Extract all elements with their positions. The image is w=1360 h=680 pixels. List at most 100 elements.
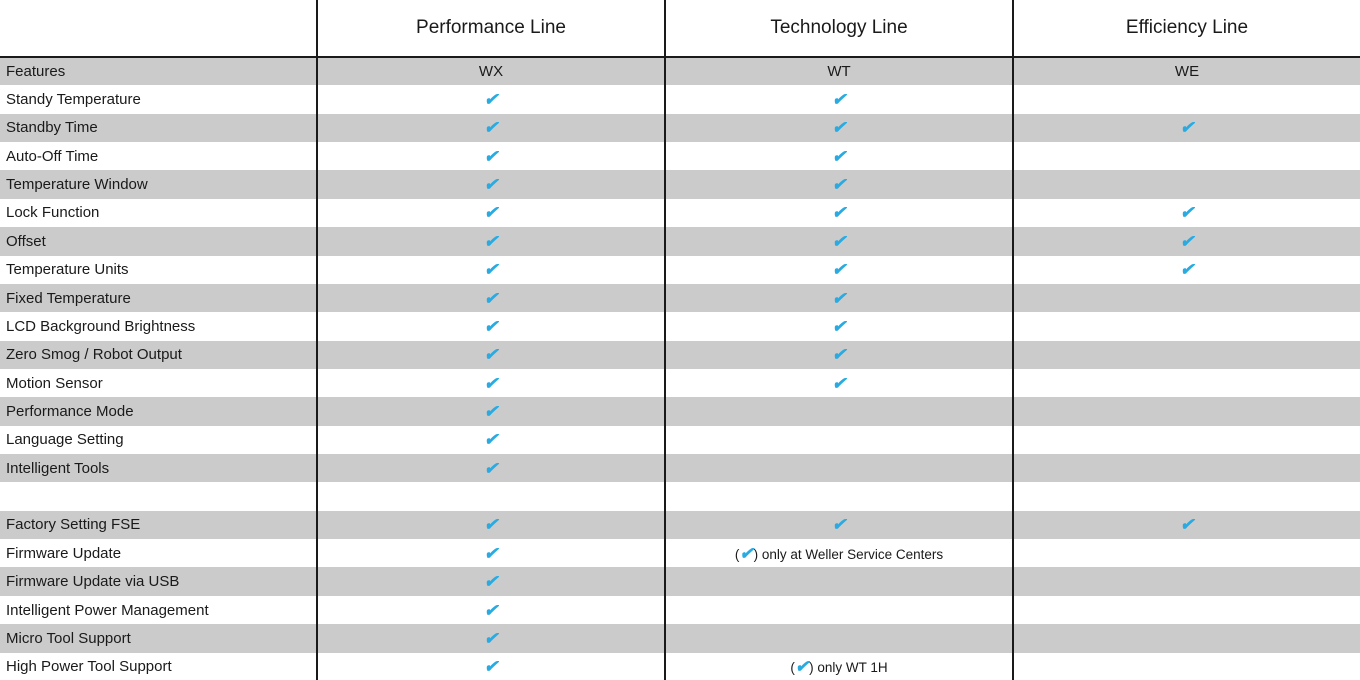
check-icon: ✔ bbox=[1179, 231, 1195, 251]
feature-value-cell bbox=[1012, 170, 1360, 199]
check-icon: ✔ bbox=[483, 175, 499, 195]
feature-label: Temperature Window bbox=[6, 176, 148, 194]
feature-value-cell bbox=[1012, 539, 1360, 568]
feature-label: Lock Function bbox=[6, 204, 100, 222]
table-row: Intelligent Power Management ✔ bbox=[0, 595, 1360, 625]
feature-value-cell bbox=[1012, 85, 1360, 114]
feature-value-cell bbox=[1012, 425, 1360, 455]
product-line-header-row: Performance Line Technology Line Efficie… bbox=[0, 0, 1360, 58]
table-row: Intelligent Tools ✔ bbox=[0, 454, 1360, 483]
feature-value-cell: ✔ bbox=[316, 652, 665, 680]
check-icon: ✔ bbox=[483, 572, 499, 592]
feature-value-cell bbox=[664, 454, 1013, 483]
feature-value-cell: ✔ bbox=[316, 340, 665, 369]
feature-value-cell bbox=[664, 595, 1013, 625]
feature-value-cell: ✔ bbox=[316, 312, 665, 341]
feature-value-cell: ✔ bbox=[316, 624, 665, 653]
check-icon: ✔ bbox=[739, 543, 754, 563]
feature-value-cell bbox=[1012, 368, 1360, 398]
table-row: Factory Setting FSE ✔ ✔ ✔ bbox=[0, 510, 1360, 540]
check-icon: ✔ bbox=[1179, 118, 1195, 138]
check-icon: ✔ bbox=[483, 373, 499, 393]
check-icon: ✔ bbox=[831, 288, 847, 308]
check-icon: ✔ bbox=[483, 628, 499, 648]
table-row: Firmware Update ✔ (✔) only at Weller Servi… bbox=[0, 539, 1360, 568]
table-header: Performance Line Technology Line Efficie… bbox=[0, 0, 1360, 58]
feature-value-cell: ✔ bbox=[664, 113, 1013, 143]
feature-value-cell: ✔ bbox=[316, 198, 665, 228]
check-icon: ✔ bbox=[831, 175, 847, 195]
check-icon: ✔ bbox=[483, 90, 499, 110]
note-paren-close: ) bbox=[809, 660, 818, 676]
table-row: Language Setting ✔ bbox=[0, 425, 1360, 455]
table-row: Firmware Update via USB ✔ bbox=[0, 567, 1360, 596]
feature-value-cell bbox=[1012, 567, 1360, 596]
table-row: Standby Time ✔ ✔ ✔ bbox=[0, 113, 1360, 143]
feature-value-cell bbox=[664, 624, 1013, 653]
feature-value-cell: ✔ bbox=[1012, 113, 1360, 143]
feature-value-cell: ✔ bbox=[316, 397, 665, 426]
feature-value-cell: ✔ bbox=[316, 454, 665, 483]
table-row: High Power Tool Support ✔ (✔) only WT 1H bbox=[0, 652, 1360, 680]
feature-value-cell bbox=[1012, 454, 1360, 483]
feature-value-cell bbox=[1012, 340, 1360, 369]
check-icon: ✔ bbox=[831, 203, 847, 223]
feature-value-cell bbox=[664, 567, 1013, 596]
table-row: Fixed Temperature ✔ ✔ bbox=[0, 283, 1360, 313]
feature-label: Factory Setting FSE bbox=[6, 516, 141, 534]
feature-value-cell: ✔ bbox=[316, 595, 665, 625]
feature-value-cell: ✔ bbox=[1012, 255, 1360, 284]
column-header-efficiency-line: Efficiency Line bbox=[1012, 0, 1360, 58]
check-icon: ✔ bbox=[1179, 260, 1195, 280]
check-icon: ✔ bbox=[1179, 515, 1195, 535]
check-icon: ✔ bbox=[483, 430, 499, 450]
note-paren-close: ) bbox=[753, 546, 762, 562]
header-empty-cell bbox=[0, 0, 317, 58]
feature-value-cell: ✔ bbox=[316, 227, 665, 256]
check-icon: ✔ bbox=[831, 90, 847, 110]
check-icon: ✔ bbox=[483, 657, 499, 677]
feature-value-cell bbox=[664, 482, 1013, 511]
feature-value-cell: ✔ bbox=[1012, 227, 1360, 256]
check-icon: ✔ bbox=[483, 401, 499, 421]
feature-label: Intelligent Power Management bbox=[6, 601, 209, 619]
feature-value-cell bbox=[1012, 652, 1360, 680]
feature-label bbox=[0, 482, 317, 510]
model-label-wx: WX bbox=[316, 57, 665, 86]
table-row: Temperature Window ✔ ✔ bbox=[0, 170, 1360, 199]
feature-label: Zero Smog / Robot Output bbox=[6, 346, 182, 364]
feature-label: Micro Tool Support bbox=[6, 629, 131, 647]
check-icon: ✔ bbox=[483, 231, 499, 251]
feature-value-cell: ✔ bbox=[664, 227, 1013, 256]
check-icon: ✔ bbox=[831, 515, 847, 535]
check-icon: ✔ bbox=[483, 316, 499, 336]
feature-value-cell bbox=[1012, 312, 1360, 341]
check-icon: ✔ bbox=[831, 316, 847, 336]
feature-value-cell bbox=[1012, 283, 1360, 313]
check-icon: ✔ bbox=[483, 288, 499, 308]
table-row: Performance Mode ✔ bbox=[0, 397, 1360, 426]
table-row: LCD Background Brightness ✔ ✔ bbox=[0, 312, 1360, 341]
features-column-label: Features bbox=[6, 63, 66, 81]
table-row: Zero Smog / Robot Output ✔ ✔ bbox=[0, 340, 1360, 369]
check-icon: ✔ bbox=[831, 373, 847, 393]
check-icon: ✔ bbox=[483, 146, 499, 166]
feature-value-cell: ✔ bbox=[664, 255, 1013, 284]
feature-label: Standby Time bbox=[6, 119, 98, 137]
feature-value-cell: (✔) only at Weller Service Centers bbox=[664, 539, 1013, 568]
check-icon: ✔ bbox=[483, 118, 499, 138]
feature-value-cell: ✔ bbox=[664, 85, 1013, 114]
feature-value-cell: ✔ bbox=[1012, 198, 1360, 228]
feature-label: Intelligent Tools bbox=[6, 459, 110, 477]
feature-value-cell: ✔ bbox=[316, 85, 665, 114]
model-label-we: WE bbox=[1012, 57, 1360, 86]
feature-value-cell: ✔ bbox=[316, 283, 665, 313]
feature-value-cell: ✔ bbox=[664, 170, 1013, 199]
model-label-wt: WT bbox=[664, 57, 1013, 86]
note-text: only at Weller Service Centers bbox=[761, 546, 944, 562]
feature-label: High Power Tool Support bbox=[6, 658, 172, 676]
feature-value-cell bbox=[664, 425, 1013, 455]
feature-value-cell bbox=[664, 397, 1013, 426]
check-icon: ✔ bbox=[831, 260, 847, 280]
